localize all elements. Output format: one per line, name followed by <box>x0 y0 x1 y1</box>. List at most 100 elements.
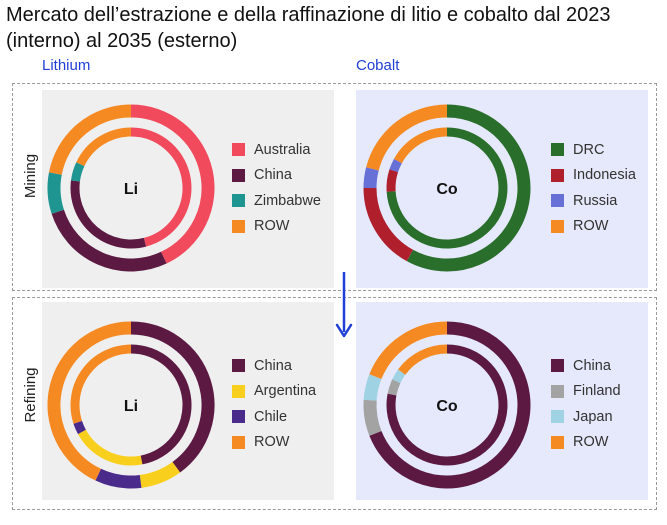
outer-2035-indonesia-arc <box>363 187 414 262</box>
lithium-mining-legend: Australia China Zimbabwe ROW <box>232 137 321 239</box>
center-label: Li <box>124 181 138 198</box>
refining-row-frame <box>12 297 657 510</box>
legend-item-russia: Russia <box>551 188 636 214</box>
cobalt-refining-legend: China Finland Japan ROW <box>551 353 621 455</box>
legend-item-row: ROW <box>551 214 636 240</box>
inner-2023-russia-arc <box>389 158 402 173</box>
legend-swatch <box>551 410 564 424</box>
legend-item-argentina: Argentina <box>232 379 316 405</box>
outer-2035-china-arc <box>130 321 215 473</box>
outer-2035-finland-arc <box>363 399 382 436</box>
legend-label: ROW <box>254 434 290 451</box>
inner-2023-china-arc <box>70 180 147 249</box>
legend-item-drc: DRC <box>551 137 636 163</box>
legend-swatch <box>232 384 245 398</box>
legend-item-row: ROW <box>232 214 321 240</box>
legend-swatch <box>551 359 564 373</box>
legend-swatch <box>232 168 245 182</box>
center-label: Co <box>436 398 458 415</box>
inner-2023-row-arc <box>70 344 132 424</box>
legend-swatch <box>551 435 564 449</box>
inner-2023-indonesia-arc <box>386 169 399 192</box>
legend-item-chile: Chile <box>232 404 316 430</box>
legend-label: Argentina <box>254 383 317 400</box>
lithium-mining-donut: Li <box>47 104 215 272</box>
column-label-lithium: Lithium <box>42 57 91 74</box>
legend-swatch <box>551 384 564 398</box>
inner-2023-australia-arc <box>130 127 192 247</box>
inner-2023-china-arc <box>386 344 508 466</box>
legend-swatch <box>551 219 564 233</box>
outer-2035-row-arc <box>369 321 448 380</box>
legend-item-australia: Australia <box>232 137 321 163</box>
inner-2023-argentina-arc <box>77 429 143 466</box>
legend-label: Chile <box>254 408 288 425</box>
inner-2023-chile-arc <box>73 420 86 435</box>
lithium-refining-legend: China Argentina Chile ROW <box>232 353 316 455</box>
outer-2035-zimbabwe-arc <box>47 172 65 214</box>
column-label-cobalt: Cobalt <box>356 57 400 74</box>
legend-label: DRC <box>573 141 605 158</box>
legend-swatch <box>232 143 245 157</box>
legend-label: Finland <box>573 383 621 400</box>
inner-2023-china-arc <box>130 344 192 465</box>
cobalt-mining-donut: Co <box>363 104 531 272</box>
legend-item-japan: Japan <box>551 404 621 430</box>
outer-2035-china-arc <box>369 321 531 489</box>
legend-swatch <box>232 435 245 449</box>
legend-swatch <box>232 410 245 424</box>
outer-2035-chile-arc <box>95 468 142 489</box>
legend-label: China <box>573 357 611 374</box>
inner-2023-japan-arc <box>392 369 406 384</box>
legend-label: Russia <box>573 192 618 209</box>
outer-2035-japan-arc <box>363 374 382 401</box>
row-label-mining: Mining <box>22 153 39 199</box>
legend-item-row: ROW <box>551 430 621 456</box>
legend-swatch <box>232 359 245 373</box>
legend-label: ROW <box>254 218 290 235</box>
outer-2035-row-arc <box>48 104 132 175</box>
legend-item-finland: Finland <box>551 379 621 405</box>
down-arrow-icon <box>335 272 353 338</box>
outer-2035-row-arc <box>47 321 132 481</box>
legend-swatch <box>551 168 564 182</box>
outer-2035-row-arc <box>366 104 448 171</box>
inner-2023-row-arc <box>393 127 448 164</box>
row-label-refining: Refining <box>22 367 39 423</box>
legend-label: Australia <box>254 141 311 158</box>
legend-label: ROW <box>573 434 609 451</box>
inner-2023-zimbabwe-arc <box>70 162 85 182</box>
legend-swatch <box>551 143 564 157</box>
inner-2023-row-arc <box>76 127 132 167</box>
legend-item-indonesia: Indonesia <box>551 163 636 189</box>
mining-row-frame <box>12 83 657 291</box>
inner-2023-finland-arc <box>387 379 401 396</box>
legend-item-zimbabwe: Zimbabwe <box>232 188 321 214</box>
legend-item-row: ROW <box>232 430 316 456</box>
center-label: Co <box>436 181 458 198</box>
cobalt-mining-legend: DRC Indonesia Russia ROW <box>551 137 636 239</box>
outer-2035-russia-arc <box>363 167 379 189</box>
legend-label: China <box>254 357 292 374</box>
legend-label: ROW <box>573 218 609 235</box>
inner-2023-drc-arc <box>386 127 508 249</box>
legend-swatch <box>232 194 245 208</box>
legend-item-china: China <box>232 353 316 379</box>
cobalt-refining-donut: Co <box>363 321 531 489</box>
outer-2035-argentina-arc <box>139 461 181 488</box>
legend-label: Zimbabwe <box>254 192 321 209</box>
legend-swatch <box>551 194 564 208</box>
legend-label: Indonesia <box>573 167 636 184</box>
legend-item-china: China <box>551 353 621 379</box>
legend-item-china: China <box>232 163 321 189</box>
lithium-refining-donut: Li <box>47 321 215 489</box>
legend-label: Japan <box>573 408 613 425</box>
legend-label: China <box>254 167 292 184</box>
legend-swatch <box>232 219 245 233</box>
chart-title: Mercato dell’estrazione e della raffinaz… <box>6 4 611 52</box>
outer-2035-drc-arc <box>406 104 531 272</box>
outer-2035-australia-arc <box>130 104 215 264</box>
center-label: Li <box>124 398 138 415</box>
inner-2023-row-arc <box>398 344 448 375</box>
outer-2035-china-arc <box>51 209 167 272</box>
